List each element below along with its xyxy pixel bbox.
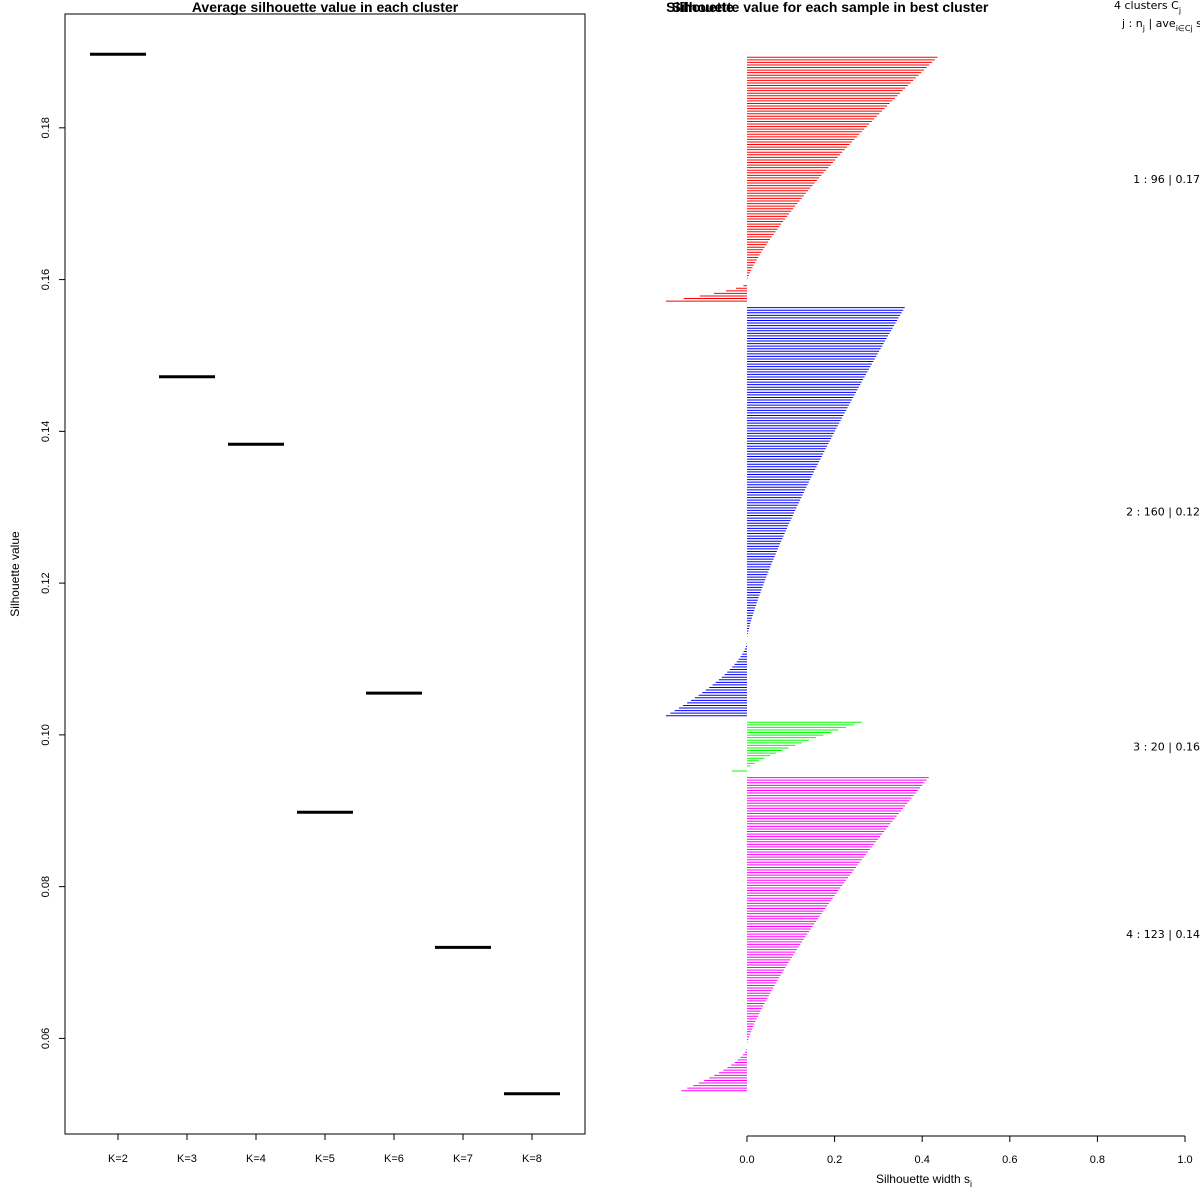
cluster-label: 3 : 20 | 0.16 [1133, 741, 1200, 754]
right-x-axis-label: Silhouette width si [876, 1172, 972, 1189]
left-x-tick-label: K=5 [315, 1153, 335, 1165]
right-title: Silhouette value for each sample in best… [672, 0, 989, 15]
header-line1: 4 clusters Cj [1114, 0, 1181, 15]
left-x-tick-label: K=2 [108, 1153, 128, 1165]
left-y-tick-label: 0.08 [40, 876, 52, 897]
left-y-axis-label: Silhouette value [8, 531, 22, 617]
right-panel: Silhouette value for each sample in best… [665, 0, 1200, 1189]
left-title: Average silhouette value in each cluster [192, 0, 459, 15]
right-x-tick-label: 0.0 [739, 1154, 754, 1166]
left-y-tick-label: 0.16 [40, 269, 52, 290]
right-header: 4 clusters Cj j : nj | avei∈Cj si [1114, 0, 1200, 33]
left-x-tick-label: K=8 [522, 1153, 542, 1165]
cluster-label: 2 : 160 | 0.12 [1126, 506, 1200, 519]
left-panel: Average silhouette value in each cluster… [8, 0, 586, 1165]
left-y-tick-label: 0.06 [40, 1028, 52, 1049]
left-y-tick-label: 0.18 [40, 117, 52, 138]
left-y-tick-label: 0.12 [40, 572, 52, 593]
right-x-tick-label: 1.0 [1177, 1154, 1192, 1166]
right-x-tick-label: 0.2 [827, 1154, 842, 1166]
left-x-tick-label: K=6 [384, 1153, 404, 1165]
left-y-tick-label: 0.14 [40, 421, 52, 442]
cluster-label: 1 : 96 | 0.17 [1133, 173, 1200, 186]
left-plot-frame [64, 13, 586, 1135]
left-x-tick-label: K=4 [246, 1153, 266, 1165]
header-line2: j : nj | avei∈Cj si [1121, 17, 1200, 33]
right-x-tick-label: 0.8 [1090, 1154, 1105, 1166]
left-x-tick-label: K=7 [453, 1153, 473, 1165]
right-x-tick-label: 0.6 [1002, 1154, 1017, 1166]
right-x-tick-label: 0.4 [915, 1154, 930, 1166]
left-x-tick-label: K=3 [177, 1153, 197, 1165]
left-y-tick-label: 0.10 [40, 724, 52, 745]
cluster-label: 4 : 123 | 0.14 [1126, 928, 1200, 941]
left-marks: K=2 K=3 K=4 K=5 K=6 K=7 K=8 0.06 0.08 0.10 0.12 0.1… [40, 52, 560, 1165]
right-title-overlap: Silhouette [666, 0, 734, 15]
right-marks: 0.0 0.2 0.4 0.6 0.8 1.0 1 : 96 | 0.17 2 : 160 |… [665, 56, 1200, 1166]
